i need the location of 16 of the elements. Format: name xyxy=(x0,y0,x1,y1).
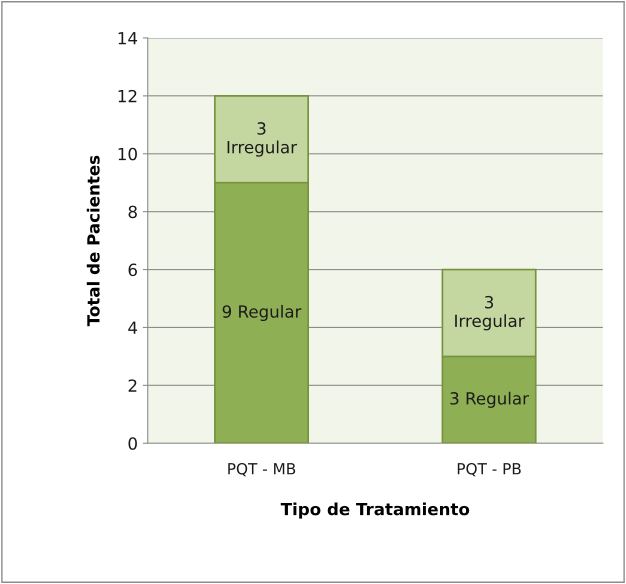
y-tick-label: 12 xyxy=(118,90,136,102)
data-label: 9 Regular xyxy=(222,304,302,322)
x-axis-title: Tipo de Tratamiento xyxy=(280,502,470,519)
y-tick-label: 14 xyxy=(118,32,138,44)
x-tick-label: PQT - MB xyxy=(228,462,296,476)
y-tick-label: 2 xyxy=(128,379,136,392)
y-tick-label: 8 xyxy=(128,206,137,218)
data-label: 3 Irregular xyxy=(228,122,298,157)
y-tick-label: 0 xyxy=(128,437,137,450)
y-axis-title: Total de Pacientes xyxy=(86,156,100,326)
data-label: 3 Regular xyxy=(450,392,529,408)
y-tick-label: 10 xyxy=(118,148,137,160)
data-label: 3 Irregular xyxy=(455,296,525,330)
x-tick-label: PQT - PB xyxy=(458,462,521,476)
y-tick-label: 4 xyxy=(128,322,138,334)
y-tick-label: 6 xyxy=(128,264,137,276)
